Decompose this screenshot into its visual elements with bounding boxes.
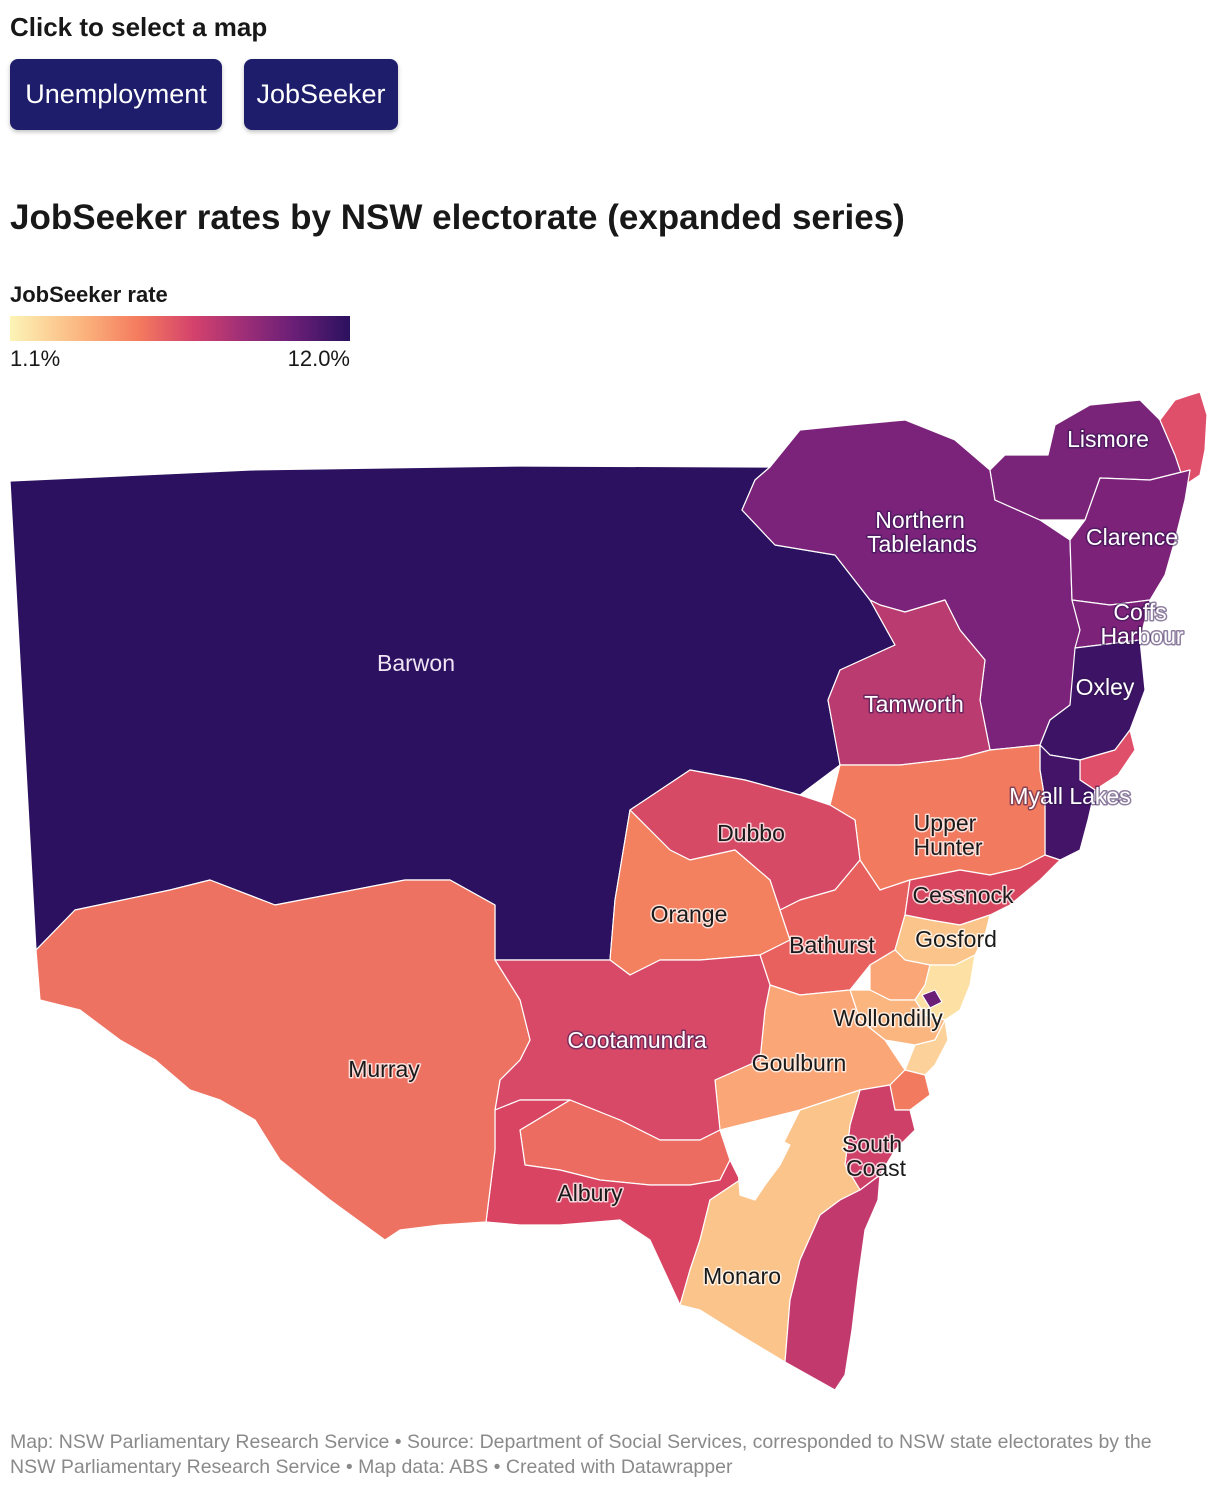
- legend-title: JobSeeker rate: [10, 282, 168, 307]
- label-cessnock: Cessnock: [913, 882, 1014, 908]
- label-dubbo: Dubbo: [717, 820, 785, 846]
- map-toggle-group: Unemployment JobSeeker: [10, 59, 398, 130]
- label-northern-tablelands: Northern Tablelands: [867, 507, 977, 557]
- unemployment-button[interactable]: Unemployment: [10, 59, 222, 130]
- region-clarence[interactable]: [1069, 469, 1191, 606]
- legend-color-scale: [10, 316, 350, 341]
- region-bega[interactable]: [784, 1174, 881, 1391]
- label-myall-lakes: Myall Lakes: [1009, 783, 1130, 809]
- region-tweed[interactable]: [1159, 391, 1208, 486]
- label-murray: Murray: [348, 1056, 420, 1082]
- label-upper-hunter: Upper Hunter: [913, 810, 982, 860]
- map-labels: Lismore Northern Tablelands Clarence Coff…: [347, 425, 1186, 1291]
- act-enclave: [737, 1134, 791, 1201]
- map-credits: Map: NSW Parliamentary Research Service …: [10, 1431, 1152, 1478]
- region-murray[interactable]: [35, 879, 531, 1241]
- legend-max-label: 12.0%: [287, 346, 350, 371]
- region-sydney-hotspot[interactable]: [921, 989, 943, 1009]
- label-orange: Orange: [651, 901, 728, 927]
- label-cootamundra: Cootamundra: [567, 1027, 707, 1053]
- label-coffs-harbour: Coffs Harbour: [1100, 599, 1183, 649]
- label-clarence: Clarence: [1086, 524, 1178, 550]
- label-monaro: Monaro: [703, 1263, 781, 1289]
- label-wollondilly: Wollondilly: [833, 1005, 943, 1031]
- legend-min-label: 1.1%: [10, 346, 61, 371]
- label-tamworth: Tamworth: [864, 691, 964, 717]
- label-albury: Albury: [557, 1180, 623, 1206]
- label-bathurst: Bathurst: [789, 932, 875, 958]
- jobseeker-button[interactable]: JobSeeker: [244, 59, 398, 130]
- label-barwon: Barwon: [377, 650, 455, 676]
- label-lismore: Lismore: [1067, 426, 1149, 452]
- label-goulburn: Goulburn: [752, 1050, 847, 1076]
- label-oxley: Oxley: [1076, 674, 1135, 700]
- nsw-electorate-map: Lismore Northern Tablelands Clarence Coff…: [9, 391, 1208, 1391]
- map-select-prompt: Click to select a map: [10, 12, 268, 42]
- label-south-coast: South Coast: [842, 1131, 907, 1181]
- label-gosford: Gosford: [915, 926, 997, 952]
- chart-title: JobSeeker rates by NSW electorate (expan…: [10, 198, 905, 237]
